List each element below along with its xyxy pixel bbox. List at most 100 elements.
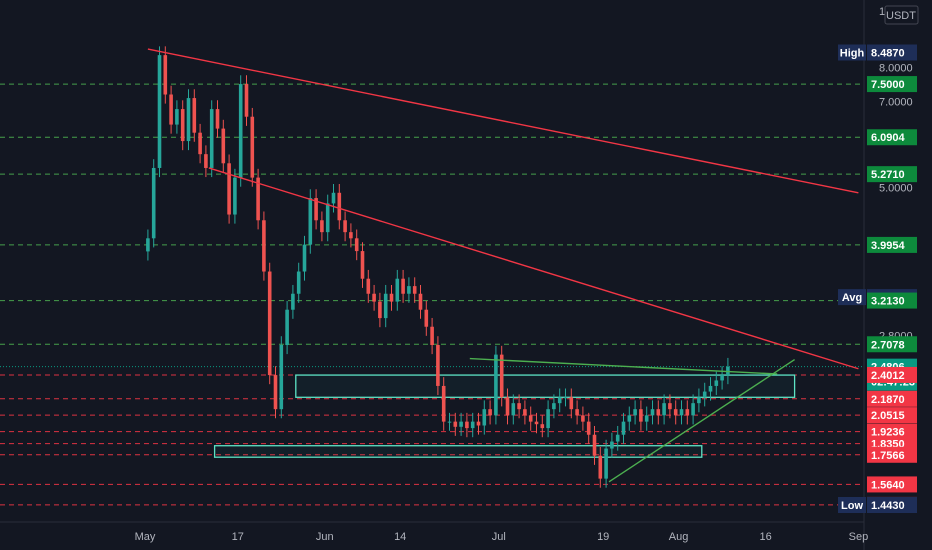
candle-body xyxy=(534,421,539,425)
candle xyxy=(325,194,330,242)
price-tag-value: 5.2710 xyxy=(871,169,905,181)
candle xyxy=(204,145,208,178)
candle xyxy=(569,388,574,419)
candle-body xyxy=(656,409,661,416)
candle-body xyxy=(209,109,214,168)
candle-body xyxy=(552,403,556,410)
price-tag-title: High xyxy=(840,48,865,60)
candle xyxy=(552,394,556,419)
candle-body xyxy=(459,421,463,427)
candle-body xyxy=(267,271,272,376)
candle xyxy=(378,292,382,328)
candle xyxy=(470,412,475,438)
price-tag: 2.1870 xyxy=(867,390,917,407)
time-axis-label: 16 xyxy=(759,531,771,543)
candle xyxy=(656,400,661,425)
price-tag-title-box xyxy=(838,289,866,306)
candle-body xyxy=(528,415,533,422)
candle-body xyxy=(325,203,330,233)
candle xyxy=(528,406,533,431)
candle-body xyxy=(308,198,313,245)
candle-body xyxy=(412,286,417,294)
trendline xyxy=(469,357,778,375)
trendline xyxy=(608,359,795,483)
candle xyxy=(412,277,417,303)
candle xyxy=(151,159,156,248)
candle xyxy=(511,394,516,425)
candle-body xyxy=(557,397,562,404)
candle-body xyxy=(366,278,371,294)
candle-body xyxy=(192,98,197,133)
candle xyxy=(465,412,469,438)
price-tag-value: 6.0904 xyxy=(871,132,906,144)
candle xyxy=(592,425,597,465)
candle-body xyxy=(378,301,382,319)
candle-body xyxy=(505,397,510,416)
price-tag-box xyxy=(867,423,917,440)
candle xyxy=(291,284,295,319)
candle xyxy=(285,300,289,355)
price-tag: 3.2130 xyxy=(867,292,917,309)
candle xyxy=(180,100,185,151)
price-axis-label: 7.0000 xyxy=(879,97,913,109)
price-tag-box xyxy=(867,292,917,309)
candles xyxy=(146,46,730,488)
candle xyxy=(517,394,521,419)
candle xyxy=(714,371,719,396)
candle-body xyxy=(302,244,307,272)
price-tag-value: 3.2130 xyxy=(871,296,905,308)
candle-body xyxy=(494,354,498,416)
candle-body xyxy=(482,409,487,426)
candle xyxy=(256,168,260,230)
candle-body xyxy=(511,403,516,416)
price-tag: 1.5640 xyxy=(867,476,917,493)
candle-body xyxy=(238,84,243,178)
candle-body xyxy=(523,409,527,416)
candle xyxy=(604,439,608,488)
candle xyxy=(360,242,365,288)
price-tag: High 8.4870 xyxy=(838,44,917,61)
candle xyxy=(453,412,458,436)
candle xyxy=(621,412,626,444)
candle-body xyxy=(331,192,336,204)
candle-body xyxy=(372,293,376,302)
candle-body xyxy=(233,177,237,215)
price-tag-value: 2.7078 xyxy=(871,339,905,351)
price-tag: 2.0515 xyxy=(867,407,917,424)
candle-body xyxy=(337,192,342,221)
candle-body xyxy=(273,375,278,410)
candle xyxy=(389,284,394,311)
candle xyxy=(627,406,632,431)
candle-body xyxy=(581,415,585,422)
candle-body xyxy=(662,403,666,416)
candle xyxy=(238,75,243,187)
price-tag-box xyxy=(867,336,917,353)
candle-body xyxy=(418,293,423,310)
candle-body xyxy=(354,238,359,252)
candle xyxy=(610,432,614,458)
candle xyxy=(447,412,452,431)
candle-body xyxy=(488,409,492,416)
price-tag-title-box xyxy=(838,497,866,513)
candle-body xyxy=(685,409,690,416)
candle xyxy=(227,154,231,224)
candle xyxy=(557,388,562,413)
range-zone xyxy=(295,374,796,398)
trendline xyxy=(147,48,859,194)
candle-body xyxy=(163,55,168,95)
price-tag: 7.5000 xyxy=(867,76,917,93)
candle-body xyxy=(441,385,446,422)
candle-body xyxy=(436,344,440,386)
time-axis-label: Jun xyxy=(316,531,334,543)
time-axis-label: Aug xyxy=(669,531,689,543)
candle-body xyxy=(615,434,620,442)
candle-body xyxy=(499,354,504,398)
candle xyxy=(575,400,579,425)
candle-body xyxy=(360,251,365,279)
candle xyxy=(505,388,510,425)
candle-body xyxy=(146,238,150,252)
candle-body xyxy=(702,391,707,398)
candle xyxy=(383,284,388,328)
